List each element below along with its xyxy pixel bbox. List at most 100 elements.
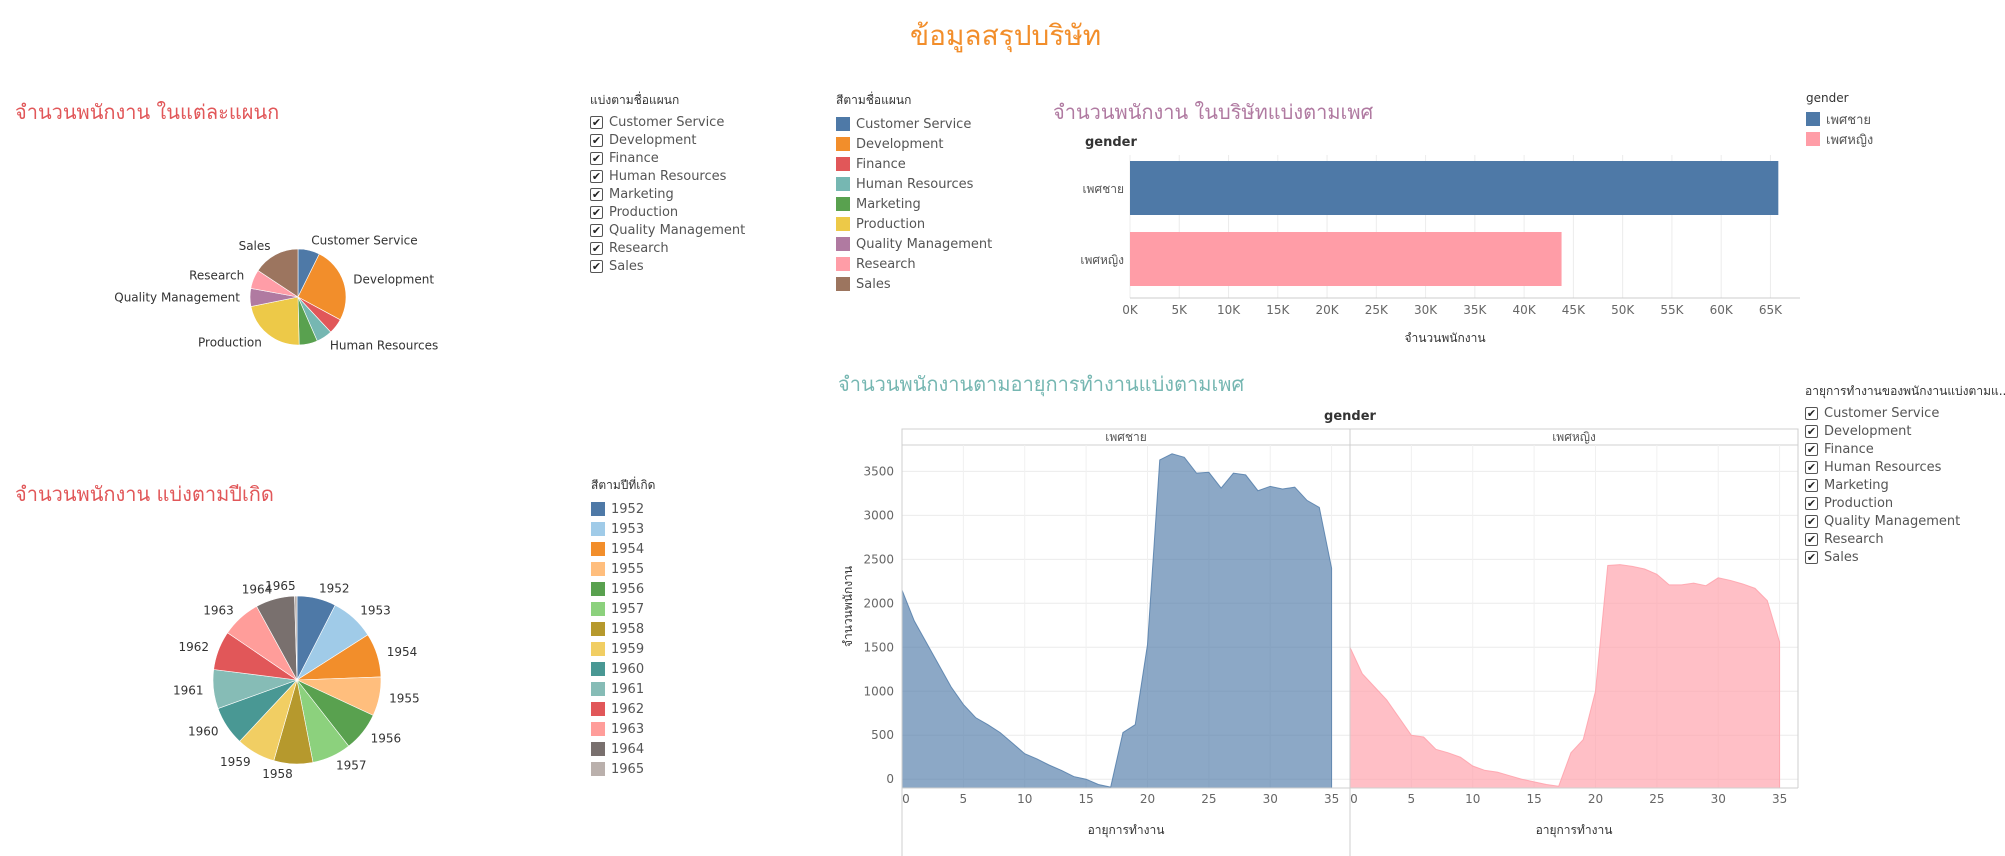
dept-pie-slice-sales[interactable] [257,248,299,298]
tenure-filter-option-finance[interactable]: ✔ Finance [1805,440,2005,458]
dept-legend-item-quality-management[interactable]: Quality Management [836,234,992,254]
dept-filter-option-production[interactable]: ✔ Production [590,203,745,221]
birth-legend-item-label: 1964 [611,741,645,757]
dept-legend-item-production[interactable]: Production [836,214,992,234]
checkbox-checked-icon[interactable]: ✔ [590,223,603,237]
checkbox-checked-icon[interactable]: ✔ [590,187,603,201]
birth-legend-item-1952[interactable]: 1952 [591,499,655,519]
birth-legend-title: สีตามปีที่เกิด [591,478,656,492]
birth-pie-title: จำนวนพนักงาน แบ่งตามปีเกิด [15,482,274,506]
tenure-area-female[interactable] [1349,564,1781,789]
gender-bar-tick-label: 15K [1266,303,1290,317]
tenure-y-tick-label: 3500 [863,464,894,478]
checkbox-checked-icon[interactable]: ✔ [1805,442,1818,456]
dept-legend-item-development[interactable]: Development [836,134,992,154]
tenure-filter-option-sales[interactable]: ✔ Sales [1805,548,2005,566]
legend-swatch [591,562,605,576]
tenure-area-chart[interactable]: gender0500100015002000250030003500เพศชาย… [830,400,1810,856]
dept-filter-option-label: Research [609,240,669,256]
dept-legend-item-research[interactable]: Research [836,254,992,274]
birth-legend-item-label: 1952 [611,501,645,517]
checkbox-checked-icon[interactable]: ✔ [590,259,603,273]
dashboard-title: ข้อมูลสรุปบริษัท [910,19,1102,52]
dept-filter-option-research[interactable]: ✔ Research [590,239,745,257]
dept-filter-option-sales[interactable]: ✔ Sales [590,257,745,275]
birth-legend-item-1962[interactable]: 1962 [591,699,655,719]
dept-filter-option-development[interactable]: ✔ Development [590,131,745,149]
checkbox-checked-icon[interactable]: ✔ [1805,514,1818,528]
birth-legend-item-1954[interactable]: 1954 [591,539,655,559]
checkbox-checked-icon[interactable]: ✔ [590,241,603,255]
tenure-filter-option-human-resources[interactable]: ✔ Human Resources [1805,458,2005,476]
birth-legend-item-1965[interactable]: 1965 [591,759,655,779]
birth-legend-item-label: 1956 [611,581,645,597]
tenure-area-male[interactable] [901,453,1333,789]
checkbox-checked-icon[interactable]: ✔ [1805,406,1818,420]
checkbox-checked-icon[interactable]: ✔ [1805,460,1818,474]
legend-swatch [836,197,850,211]
birth-legend-item-label: 1957 [611,601,645,617]
dept-filter-option-marketing[interactable]: ✔ Marketing [590,185,745,203]
checkbox-checked-icon[interactable]: ✔ [590,151,603,165]
birth-legend-item-label: 1962 [611,701,645,717]
tenure-filter-option-customer-service[interactable]: ✔ Customer Service [1805,404,2005,422]
dept-filter-option-quality-management[interactable]: ✔ Quality Management [590,221,745,239]
dept-legend-item-label: Marketing [856,196,921,212]
dept-filter-option-human-resources[interactable]: ✔ Human Resources [590,167,745,185]
legend-swatch [836,217,850,231]
checkbox-checked-icon[interactable]: ✔ [1805,532,1818,546]
dept-legend-item-finance[interactable]: Finance [836,154,992,174]
tenure-filter-option-research[interactable]: ✔ Research [1805,530,2005,548]
tenure-filter-option-development[interactable]: ✔ Development [1805,422,2005,440]
tenure-filter-option-quality-management[interactable]: ✔ Quality Management [1805,512,2005,530]
dept-filter-option-finance[interactable]: ✔ Finance [590,149,745,167]
birth-legend-item-1959[interactable]: 1959 [591,639,655,659]
dept-legend-item-sales[interactable]: Sales [836,274,992,294]
dept-legend-item-marketing[interactable]: Marketing [836,194,992,214]
gender-bar-tick-label: 25K [1365,303,1389,317]
dept-legend-title: สีตามชื่อแผนก [836,93,912,107]
checkbox-checked-icon[interactable]: ✔ [590,133,603,147]
birth-legend-item-1958[interactable]: 1958 [591,619,655,639]
dept-pie-label: Sales [239,239,271,253]
birth-legend-item-1961[interactable]: 1961 [591,679,655,699]
birth-pie-label: 1959 [220,755,251,769]
birth-legend-item-1953[interactable]: 1953 [591,519,655,539]
checkbox-checked-icon[interactable]: ✔ [1805,496,1818,510]
tenure-filter-option-marketing[interactable]: ✔ Marketing [1805,476,2005,494]
gender-bar-chart[interactable]: 0K 5K 10K 15K 20K 25K 30K 35K 40K 45K 50K 55K 60K 65K… [1070,130,1810,350]
birth-legend-item-1960[interactable]: 1960 [591,659,655,679]
birth-pie-slice-1965[interactable] [294,595,298,681]
dept-filter-option-customer-service[interactable]: ✔ Customer Service [590,113,745,131]
tenure-filter-option-label: Research [1824,531,1884,547]
tenure-filter-option-production[interactable]: ✔ Production [1805,494,2005,512]
dept-legend-item-label: Production [856,216,926,232]
gender-bar-female[interactable] [1130,232,1562,286]
dept-legend-item-customer-service[interactable]: Customer Service [836,114,992,134]
birth-legend-item-1955[interactable]: 1955 [591,559,655,579]
checkbox-checked-icon[interactable]: ✔ [1805,550,1818,564]
dept-filter-option-label: Customer Service [609,114,725,130]
birth-pie-chart[interactable]: 1952 1953 1954 1955 1956 1957 1958 1959 1960 1961… [160,570,450,790]
checkbox-checked-icon[interactable]: ✔ [590,205,603,219]
dept-legend-item-label: Quality Management [856,236,993,252]
gender-bar-male[interactable] [1130,161,1779,215]
legend-swatch [591,522,605,536]
legend-swatch [591,502,605,516]
birth-legend-item-1963[interactable]: 1963 [591,719,655,739]
dept-legend-item-label: Finance [856,156,906,172]
checkbox-checked-icon[interactable]: ✔ [1805,478,1818,492]
dept-legend-item-human-resources[interactable]: Human Resources [836,174,992,194]
tenure-filter-option-label: Development [1824,423,1912,439]
birth-legend-item-1964[interactable]: 1964 [591,739,655,759]
birth-legend-item-1956[interactable]: 1956 [591,579,655,599]
birth-legend-item-1957[interactable]: 1957 [591,599,655,619]
dept-pie-slice-production[interactable] [250,296,300,346]
gender-legend-item-item[interactable]: เพศหญิง [1806,129,1873,149]
dept-pie-chart[interactable]: Customer Service Development Human Resourc… [80,215,460,375]
checkbox-checked-icon[interactable]: ✔ [590,169,603,183]
checkbox-checked-icon[interactable]: ✔ [590,115,603,129]
checkbox-checked-icon[interactable]: ✔ [1805,424,1818,438]
dept-pie-label: Customer Service [311,234,417,248]
gender-legend-item-item[interactable]: เพศชาย [1806,109,1873,129]
